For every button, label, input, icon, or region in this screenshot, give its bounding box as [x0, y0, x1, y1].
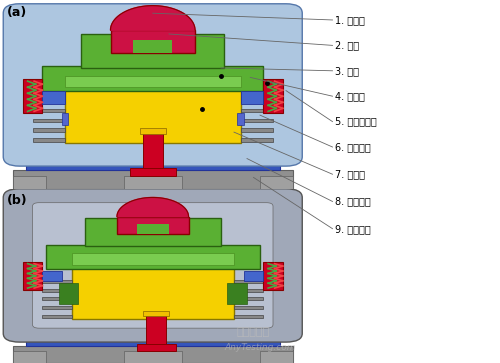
Bar — [240, 109, 273, 112]
Text: 3. 活塞: 3. 活塞 — [335, 66, 359, 76]
Bar — [263, 79, 283, 113]
Bar — [42, 280, 72, 283]
FancyBboxPatch shape — [3, 4, 302, 166]
Bar — [228, 283, 247, 304]
Bar — [240, 99, 273, 102]
Bar — [260, 351, 292, 363]
Bar — [42, 66, 263, 91]
Bar — [240, 129, 273, 132]
Bar — [136, 344, 175, 351]
Bar — [58, 283, 78, 304]
Bar — [13, 346, 292, 363]
Bar — [32, 138, 65, 142]
Text: 1. 冲击头: 1. 冲击头 — [335, 15, 365, 25]
Bar — [42, 91, 65, 104]
Polygon shape — [117, 197, 188, 217]
Bar — [143, 130, 163, 168]
Bar — [13, 351, 46, 363]
Bar — [23, 79, 42, 113]
Bar — [42, 315, 72, 318]
Bar — [23, 262, 42, 290]
Bar — [240, 91, 263, 104]
Text: 嘉峪检测网: 嘉峪检测网 — [237, 327, 270, 337]
Bar — [136, 224, 169, 234]
Text: 9. 转接底板: 9. 转接底板 — [335, 224, 371, 234]
Bar — [140, 129, 166, 134]
Bar — [234, 315, 263, 318]
Bar — [32, 119, 65, 122]
Bar — [263, 262, 283, 290]
Bar — [124, 176, 182, 189]
Bar — [72, 267, 234, 319]
Polygon shape — [110, 6, 195, 30]
Bar — [244, 271, 263, 281]
Bar — [260, 325, 280, 333]
Bar — [13, 170, 292, 189]
Bar — [26, 151, 280, 170]
Bar — [133, 40, 172, 53]
Bar — [238, 113, 244, 125]
Text: 2. 汽缸: 2. 汽缸 — [335, 40, 359, 50]
FancyBboxPatch shape — [32, 203, 273, 328]
Bar — [42, 298, 72, 300]
Bar — [146, 313, 166, 344]
Bar — [81, 34, 224, 68]
Text: (b): (b) — [6, 194, 27, 207]
FancyBboxPatch shape — [3, 189, 302, 342]
Bar — [234, 298, 263, 300]
Bar — [32, 99, 65, 102]
Text: 8. 装置底板: 8. 装置底板 — [335, 196, 371, 207]
Bar — [143, 311, 169, 316]
Bar — [260, 176, 292, 189]
Bar — [240, 119, 273, 122]
Bar — [110, 30, 195, 53]
Bar — [234, 280, 263, 283]
Text: 5. 定位销弹簧: 5. 定位销弹簧 — [335, 117, 377, 127]
Bar — [26, 143, 52, 155]
Bar — [62, 113, 68, 125]
Bar — [26, 330, 280, 346]
Bar — [124, 351, 182, 363]
Bar — [46, 245, 260, 269]
Bar — [26, 325, 46, 333]
Text: (a): (a) — [6, 6, 27, 19]
Text: 4. 定位销: 4. 定位销 — [335, 91, 365, 101]
Bar — [234, 289, 263, 291]
Bar — [32, 129, 65, 132]
Bar — [240, 138, 273, 142]
Bar — [234, 306, 263, 309]
Bar — [72, 253, 234, 265]
Bar — [13, 176, 46, 189]
Bar — [117, 217, 188, 234]
Bar — [32, 109, 65, 112]
Bar — [42, 271, 62, 281]
Bar — [42, 289, 72, 291]
Bar — [65, 76, 240, 87]
Bar — [42, 306, 72, 309]
Text: 7. 电磁铁: 7. 电磁铁 — [335, 169, 365, 179]
Bar — [84, 219, 221, 246]
Bar — [130, 168, 176, 176]
Text: 6. 做动弹簧: 6. 做动弹簧 — [335, 142, 371, 152]
Bar — [254, 143, 280, 155]
Text: AnyTesting.com: AnyTesting.com — [224, 343, 296, 352]
Bar — [65, 87, 240, 143]
